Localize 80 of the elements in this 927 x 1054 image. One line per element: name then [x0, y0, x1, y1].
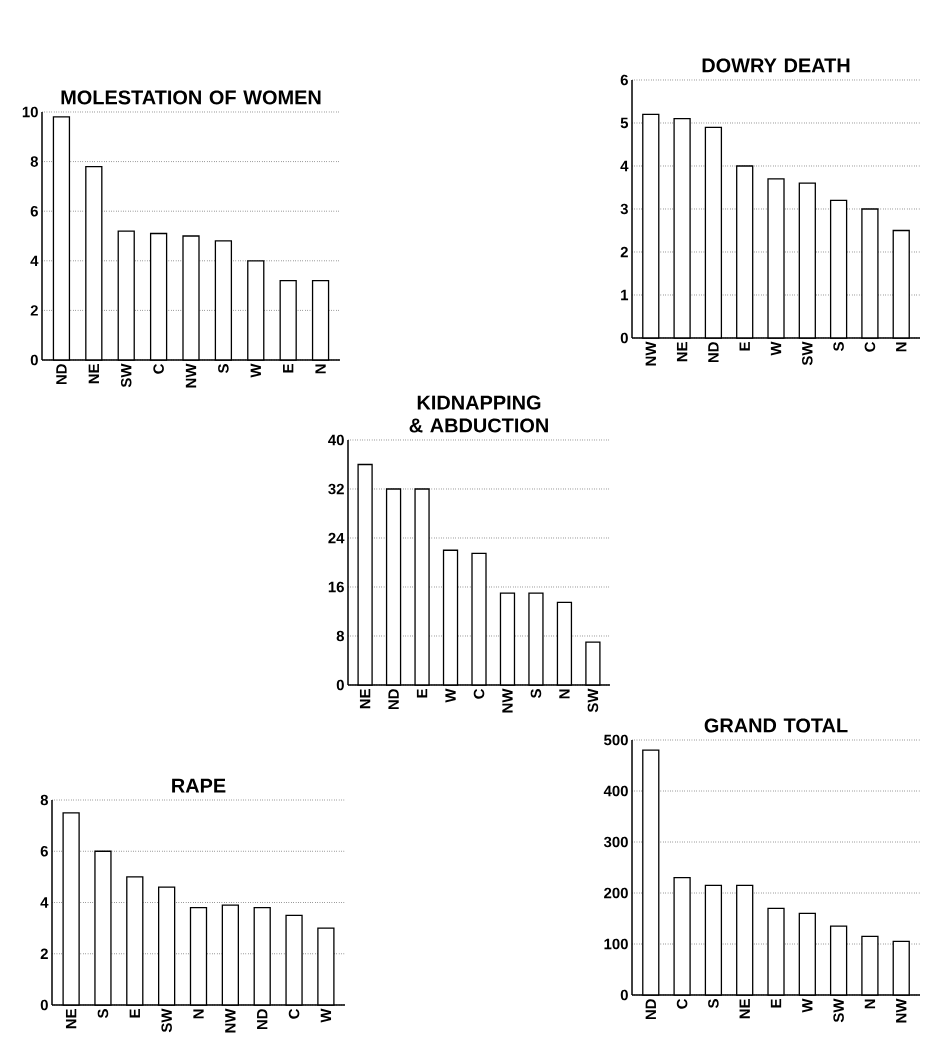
x-tick-label: ND: [645, 999, 656, 1020]
y-tick-label: 6: [620, 74, 628, 86]
x-tick-label: S: [97, 1009, 109, 1019]
y-tick-label: 16: [328, 581, 344, 593]
x-tick-label: S: [530, 689, 542, 699]
x-tick-label: W: [250, 363, 261, 378]
x-tick-label: E: [416, 689, 428, 698]
chart-title: RAPE: [172, 778, 226, 793]
x-tick-label: NW: [185, 363, 197, 388]
y-tick-label: 24: [328, 532, 345, 544]
y-tick-label: 4: [30, 255, 39, 266]
x-tick-label: SW: [587, 688, 599, 713]
x-tick-label: NE: [739, 999, 750, 1019]
y-tick-label: 2: [40, 948, 48, 959]
x-tick-label: N: [193, 1009, 204, 1019]
y-tick-label: 10: [22, 106, 38, 118]
x-tick-label: E: [770, 999, 782, 1008]
x-tick-label: C: [288, 1008, 300, 1019]
y-tick-label: 3: [620, 203, 628, 215]
chart-title: GRAND TOTAL: [704, 718, 848, 733]
x-tick-label: C: [864, 341, 876, 352]
y-tick-label: 8: [336, 630, 345, 642]
x-tick-label: C: [473, 688, 485, 699]
x-tick-label: NW: [225, 1008, 236, 1033]
y-tick-label: 32: [328, 483, 344, 495]
y-tick-label: 400: [603, 785, 628, 797]
x-tick-label: NW: [896, 998, 907, 1023]
y-tick-label: 0: [336, 679, 344, 691]
x-tick-label: SW: [833, 998, 844, 1023]
y-tick-label: 1: [621, 289, 629, 301]
x-tick-label: S: [708, 999, 719, 1009]
x-tick-label: NE: [676, 342, 688, 362]
y-tick-label: 8: [40, 794, 49, 806]
chart-title: MOLESTATION OF WOMEN: [61, 90, 321, 105]
x-tick-label: S: [833, 342, 844, 352]
x-tick-label: ND: [56, 364, 67, 385]
x-tick-label: SW: [802, 341, 813, 366]
y-tick-label: 6: [40, 845, 48, 857]
x-tick-label: E: [283, 364, 294, 373]
chart-title: KIDNAPPING & ABDUCTION: [409, 395, 548, 433]
y-tick-label: 100: [604, 938, 628, 950]
y-tick-label: 300: [603, 836, 628, 848]
y-tick-label: 0: [30, 354, 38, 366]
x-tick-label: W: [320, 1008, 332, 1023]
y-tick-label: 2: [620, 246, 628, 258]
y-tick-label: 6: [30, 205, 38, 217]
chart-title: DOWRY DEATH: [702, 58, 850, 73]
x-tick-label: C: [676, 998, 688, 1009]
x-tick-label: N: [896, 342, 907, 352]
x-tick-label: ND: [708, 342, 719, 363]
x-tick-label: NE: [88, 364, 99, 384]
x-tick-label: SW: [120, 363, 132, 388]
x-tick-label: E: [129, 1009, 140, 1018]
x-tick-label: NW: [502, 688, 513, 713]
y-tick-label: 0: [620, 332, 628, 344]
x-tick-label: C: [153, 363, 164, 374]
x-tick-label: W: [445, 688, 456, 703]
x-tick-label: ND: [388, 689, 399, 710]
x-tick-label: E: [739, 342, 750, 351]
y-tick-label: 500: [604, 734, 628, 746]
y-tick-label: 8: [30, 156, 39, 167]
x-tick-label: NE: [359, 689, 371, 709]
x-tick-label: SW: [161, 1008, 172, 1033]
y-tick-label: 2: [30, 305, 38, 316]
x-tick-label: N: [559, 689, 570, 699]
x-tick-label: NE: [65, 1009, 77, 1029]
y-tick-label: 4: [40, 897, 49, 908]
y-tick-label: 200: [604, 887, 628, 899]
x-tick-label: NW: [645, 341, 656, 366]
x-tick-label: S: [218, 364, 229, 374]
x-tick-label: W: [802, 998, 813, 1013]
x-tick-label: N: [315, 364, 326, 374]
y-tick-label: 40: [328, 434, 344, 446]
y-tick-label: 5: [620, 117, 629, 129]
y-tick-label: 4: [620, 160, 629, 172]
x-tick-label: N: [864, 999, 876, 1009]
x-tick-label: ND: [257, 1009, 268, 1030]
y-tick-label: 0: [40, 999, 48, 1011]
x-tick-label: W: [770, 341, 782, 356]
y-tick-label: 0: [620, 989, 628, 1001]
